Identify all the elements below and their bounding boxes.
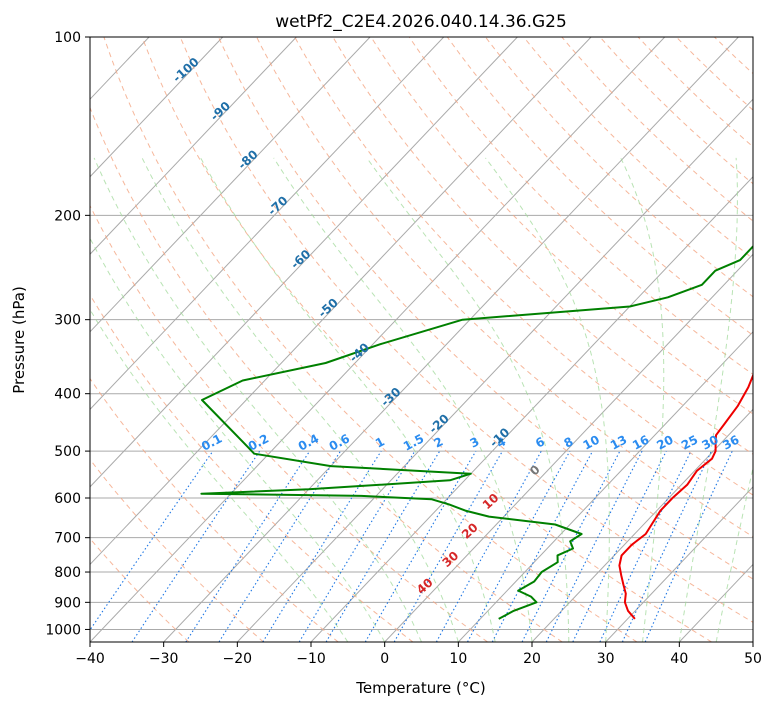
x-tick-label: 0 [380,651,389,667]
y-tick-label: 500 [54,444,81,460]
y-tick-label: 300 [54,313,81,329]
x-axis-label: Temperature (°C) [355,679,485,697]
y-tick-label: 600 [54,491,81,507]
chart-title: wetPf2_C2E4.2026.040.14.36.G25 [275,12,567,32]
x-tick-label: −20 [223,651,253,667]
x-tick-label: −10 [296,651,326,667]
y-tick-label: 700 [54,531,81,547]
x-tick-label: −40 [75,651,105,667]
y-tick-label: 400 [54,387,81,403]
y-tick-label: 1000 [45,622,81,638]
y-tick-label: 100 [54,30,81,46]
x-tick-label: 10 [449,651,467,667]
y-tick-label: 800 [54,565,81,581]
y-axis-label: Pressure (hPa) [10,286,28,394]
x-tick-label: 50 [744,651,762,667]
x-tick-label: 20 [523,651,541,667]
x-tick-label: 40 [670,651,688,667]
x-tick-label: −30 [149,651,179,667]
y-tick-label: 900 [54,595,81,611]
y-tick-label: 200 [54,208,81,224]
x-tick-label: 30 [597,651,615,667]
